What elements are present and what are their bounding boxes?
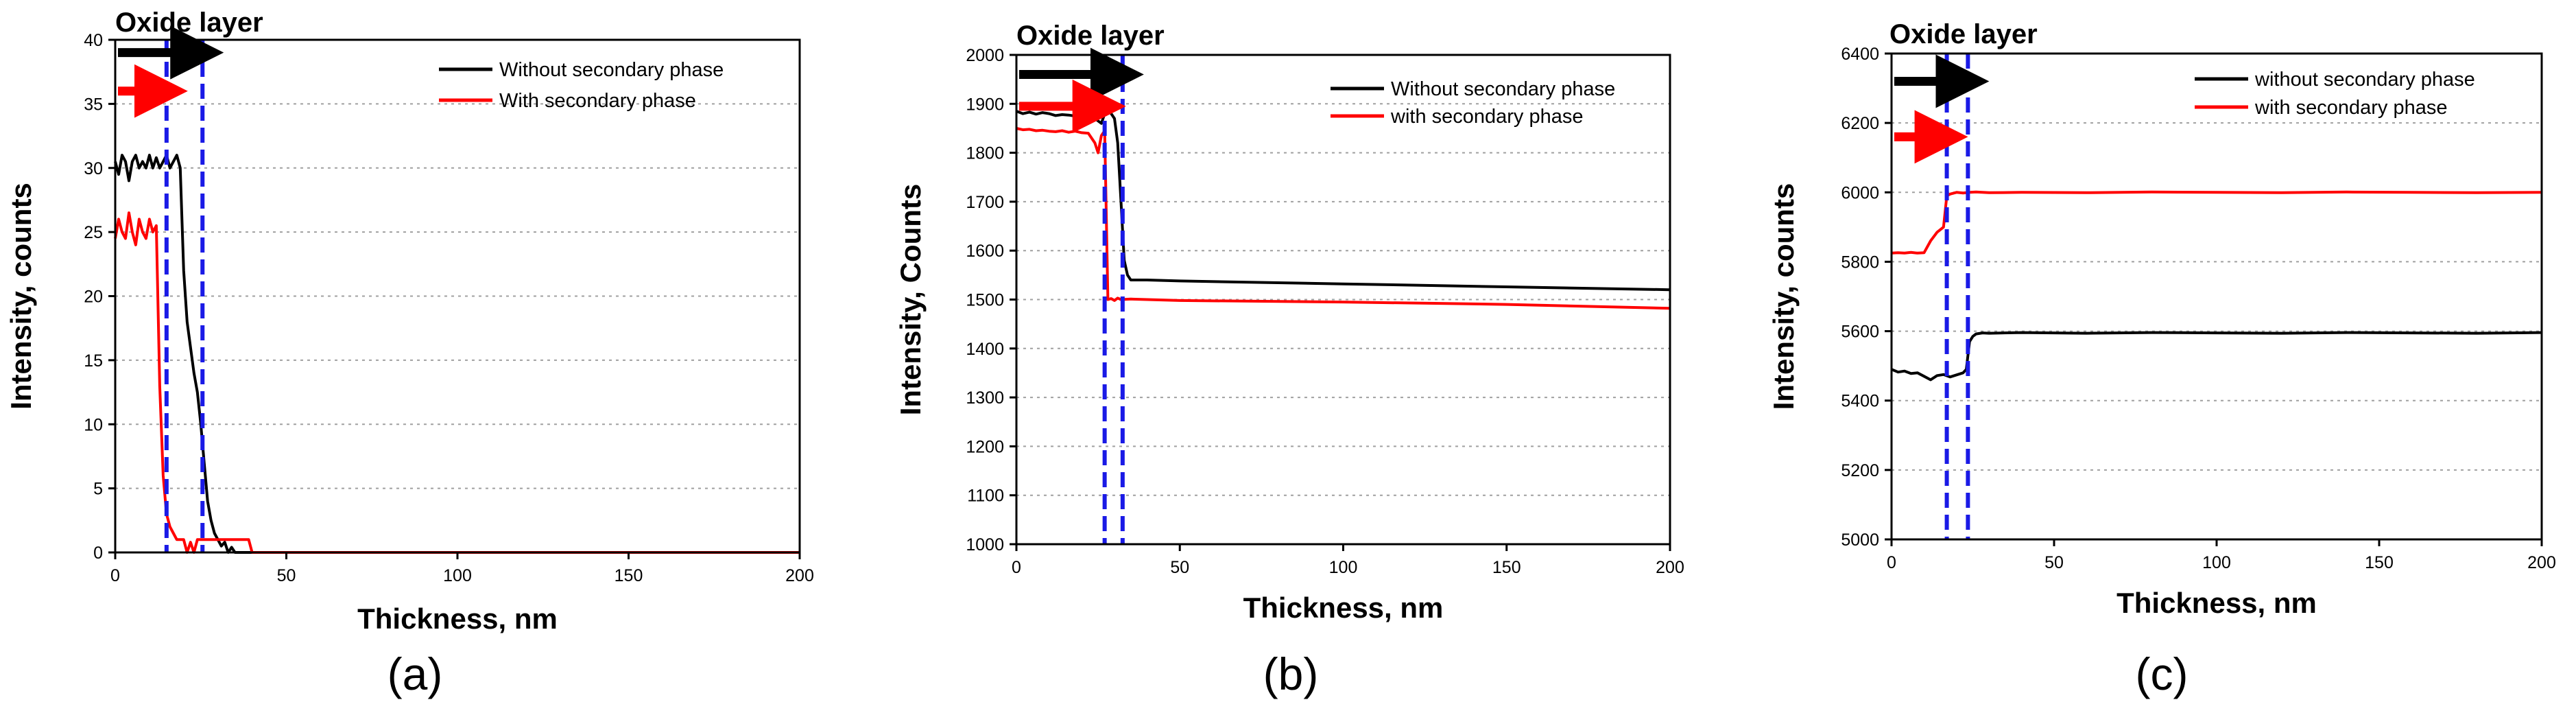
series-line-without <box>1016 104 1671 292</box>
y-axis-label: Intensity, Counts <box>894 184 927 416</box>
y-tick-label: 35 <box>84 95 103 114</box>
chart-title: Oxide layer <box>1016 21 1165 51</box>
series-lines <box>114 154 800 554</box>
legend-label-with: with secondary phase <box>2254 97 2448 119</box>
panel-letter: (b) <box>1263 649 1319 699</box>
y-tick-label: 1100 <box>967 487 1004 506</box>
y-tick-label: 1300 <box>966 388 1004 408</box>
legend-label-with: with secondary phase <box>1390 106 1584 128</box>
x-tick-label: 200 <box>2527 553 2556 572</box>
series-line-with <box>1891 190 2542 255</box>
y-tick-label: 20 <box>84 288 103 307</box>
oxide-boundaries <box>1102 55 1125 544</box>
y-tick-label: 1900 <box>966 95 1004 114</box>
axis-ticks: 0 50 100 150 200 5000 5200 5400 5600 5800 6000 6200… <box>1841 45 2555 572</box>
y-tick-label: 1000 <box>966 535 1004 554</box>
x-tick-label: 100 <box>1329 558 1358 577</box>
panel-c: 0 50 100 150 200 5000 5200 5400 5600 5800 6000 6200… <box>1767 19 2556 699</box>
y-tick-label: 1600 <box>966 242 1004 261</box>
y-tick-label: 1700 <box>966 193 1004 212</box>
panel-a: 0 50 100 150 200 0 5 10 15 20 25 30 35 40 Without sec… <box>5 8 814 699</box>
y-tick-label: 6000 <box>1841 183 1879 202</box>
chart-title: Oxide layer <box>115 8 263 38</box>
y-tick-label: 40 <box>84 31 103 50</box>
y-tick-label: 1400 <box>966 340 1004 359</box>
y-tick-label: 5800 <box>1841 253 1879 272</box>
plot-frame <box>1890 52 2543 541</box>
x-tick-label: 100 <box>443 566 472 585</box>
oxide-boundaries <box>1944 54 1970 539</box>
panel-letter: (c) <box>2136 649 2189 699</box>
y-tick-label: 6200 <box>1841 114 1879 133</box>
series-line-with <box>1016 127 1671 310</box>
x-axis-label: Thickness, nm <box>357 603 558 635</box>
y-tick-label: 5 <box>93 480 103 499</box>
legend-label-without: Without secondary phase <box>499 59 724 81</box>
legend-label-without: without secondary phase <box>2254 69 2475 91</box>
x-tick-label: 150 <box>1492 558 1521 577</box>
series-lines <box>1891 190 2542 382</box>
y-tick-label: 30 <box>84 159 103 178</box>
oxide-boundaries <box>164 40 205 552</box>
x-tick-label: 100 <box>2202 553 2231 572</box>
x-tick-label: 150 <box>615 566 643 585</box>
gridlines <box>115 103 800 489</box>
legend: Without secondary phase with secondary p… <box>1331 78 1615 128</box>
x-tick-label: 150 <box>2365 553 2394 572</box>
y-axis-label: Intensity, counts <box>1767 183 1800 410</box>
y-tick-label: 5000 <box>1841 530 1879 550</box>
legend-label-without: Without secondary phase <box>1391 78 1615 100</box>
y-tick-label: 1800 <box>966 144 1004 163</box>
panel-letter: (a) <box>387 649 443 699</box>
x-tick-label: 0 <box>1012 558 1021 577</box>
y-tick-label: 25 <box>84 223 103 242</box>
chart-title: Oxide layer <box>1889 19 2038 49</box>
series-lines <box>1016 104 1671 310</box>
y-tick-label: 2000 <box>966 46 1004 65</box>
y-tick-label: 15 <box>84 351 103 371</box>
x-axis-label: Thickness, nm <box>1243 592 1444 624</box>
x-tick-label: 200 <box>785 566 814 585</box>
oxide-arrows <box>1019 47 1144 133</box>
series-line-without <box>114 154 800 554</box>
axis-ticks: 0 50 100 150 200 0 5 10 15 20 25 30 35 40 <box>84 31 814 585</box>
plot-frame <box>114 38 801 554</box>
legend: Without secondary phase With secondary p… <box>439 59 724 112</box>
y-tick-label: 5200 <box>1841 461 1879 480</box>
y-tick-label: 1200 <box>966 437 1004 456</box>
x-tick-label: 50 <box>2044 553 2064 572</box>
axis-ticks: 0 50 100 150 200 1000 1100 1200 1300 1400 1500 1600… <box>966 46 1684 577</box>
x-tick-label: 0 <box>1887 553 1896 572</box>
y-tick-label: 6400 <box>1841 45 1879 64</box>
x-axis-label: Thickness, nm <box>2116 587 2317 619</box>
y-axis-label: Intensity, counts <box>5 183 37 410</box>
x-tick-label: 50 <box>277 566 296 585</box>
y-tick-label: 1500 <box>966 291 1004 310</box>
y-tick-label: 10 <box>84 415 103 434</box>
legend: without secondary phase with secondary p… <box>2195 69 2475 119</box>
series-line-without <box>1891 331 2542 382</box>
y-tick-label: 5600 <box>1841 323 1879 342</box>
legend-label-with: With secondary phase <box>499 90 696 112</box>
x-tick-label: 50 <box>1170 558 1189 577</box>
gridlines <box>1892 122 2542 471</box>
oxide-arrows <box>118 25 224 118</box>
x-tick-label: 200 <box>1656 558 1684 577</box>
oxide-arrows <box>1894 54 1990 164</box>
y-tick-label: 0 <box>93 544 103 563</box>
panel-b: 0 50 100 150 200 1000 1100 1200 1300 1400 1500 1600… <box>894 21 1684 699</box>
y-tick-label: 5400 <box>1841 392 1879 411</box>
x-tick-label: 0 <box>110 566 120 585</box>
series-line-with <box>114 211 800 554</box>
